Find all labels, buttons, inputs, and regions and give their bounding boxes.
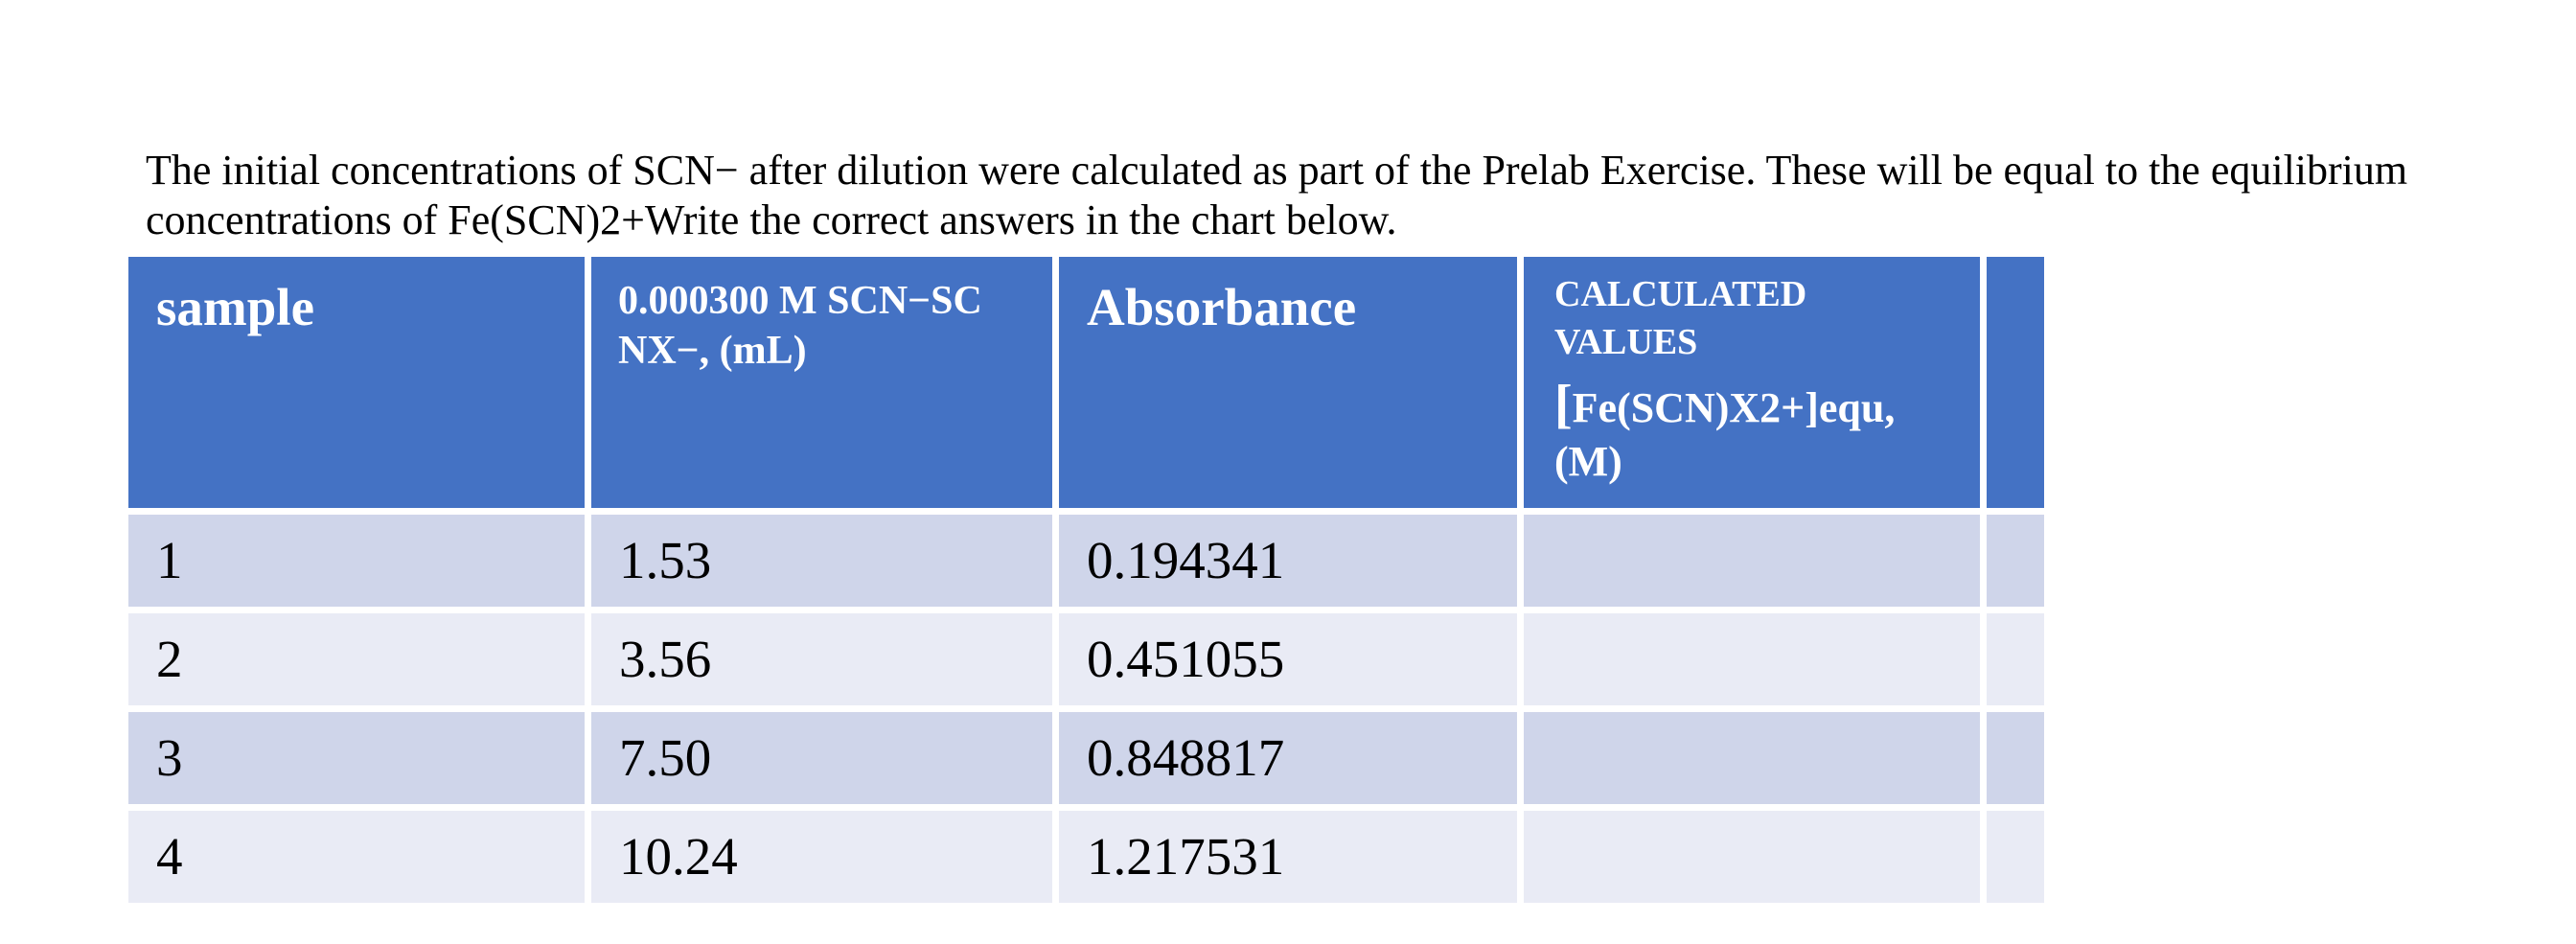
- cell-sample: 2: [128, 613, 585, 705]
- cell-extra: [1987, 613, 2044, 705]
- instructions-line-2: concentrations of Fe(SCN)2+Write the cor…: [146, 196, 1397, 243]
- table-row: 3 7.50 0.848817: [128, 712, 2044, 804]
- cell-sample: 1: [128, 515, 585, 607]
- cell-sample-text: 3: [156, 728, 183, 787]
- header-formula-text: Fe(SCN)X2+]equ,: [1572, 384, 1896, 431]
- header-calculated: CALCULATED VALUES [Fe(SCN)X2+]equ, (M): [1524, 257, 1980, 508]
- cell-extra: [1987, 811, 2044, 903]
- header-calculated-formula: [Fe(SCN)X2+]equ, (M): [1524, 366, 1980, 489]
- header-absorbance-label: Absorbance: [1087, 278, 1357, 336]
- instructions-line-1: The initial concentrations of SCN− after…: [146, 147, 2408, 194]
- header-volume-line-1: 0.000300 M SCN−SC: [618, 279, 982, 323]
- cell-volume-text: 1.53: [619, 531, 712, 589]
- cell-sample-text: 1: [156, 531, 183, 589]
- cell-volume: 3.56: [591, 613, 1052, 705]
- header-volume-label: 0.000300 M SCN−SC NX−, (mL): [591, 257, 1052, 376]
- cell-calculated[interactable]: [1524, 811, 1980, 903]
- cell-absorbance-text: 0.194341: [1087, 531, 1285, 589]
- cell-absorbance-text: 1.217531: [1087, 827, 1285, 886]
- table-row: 2 3.56 0.451055: [128, 613, 2044, 705]
- cell-absorbance: 0.194341: [1059, 515, 1517, 607]
- header-formula-bracket: [: [1554, 375, 1573, 434]
- header-volume-line-2: NX−, (mL): [618, 329, 807, 373]
- cell-calculated[interactable]: [1524, 515, 1980, 607]
- header-calculated-label: CALCULATED VALUES: [1524, 257, 1980, 366]
- cell-volume-text: 7.50: [619, 728, 712, 787]
- cell-calculated[interactable]: [1524, 613, 1980, 705]
- header-formula-unit: (M): [1554, 438, 1622, 485]
- table-header: sample 0.000300 M SCN−SC NX−, (mL) Absor…: [128, 257, 2044, 508]
- cell-sample-text: 4: [156, 827, 183, 886]
- cell-absorbance: 1.217531: [1059, 811, 1517, 903]
- cell-extra: [1987, 712, 2044, 804]
- cell-sample-text: 2: [156, 630, 183, 688]
- cell-absorbance: 0.451055: [1059, 613, 1517, 705]
- data-table: sample 0.000300 M SCN−SC NX−, (mL) Absor…: [122, 250, 2051, 909]
- header-row: sample 0.000300 M SCN−SC NX−, (mL) Absor…: [128, 257, 2044, 508]
- header-calculated-line-2: VALUES: [1554, 322, 1698, 362]
- header-volume: 0.000300 M SCN−SC NX−, (mL): [591, 257, 1052, 508]
- header-extra: [1987, 257, 2044, 508]
- cell-volume-text: 3.56: [619, 630, 712, 688]
- header-absorbance: Absorbance: [1059, 257, 1517, 508]
- cell-volume-text: 10.24: [619, 827, 738, 886]
- cell-absorbance-text: 0.848817: [1087, 728, 1285, 787]
- cell-calculated[interactable]: [1524, 712, 1980, 804]
- header-sample: sample: [128, 257, 585, 508]
- cell-volume: 10.24: [591, 811, 1052, 903]
- cell-sample: 4: [128, 811, 585, 903]
- cell-volume: 7.50: [591, 712, 1052, 804]
- table-row: 1 1.53 0.194341: [128, 515, 2044, 607]
- cell-sample: 3: [128, 712, 585, 804]
- header-calculated-line-1: CALCULATED: [1554, 274, 1807, 314]
- table-body: 1 1.53 0.194341 2 3.56 0.451055 3 7.50 0…: [128, 515, 2044, 903]
- cell-volume: 1.53: [591, 515, 1052, 607]
- cell-extra: [1987, 515, 2044, 607]
- instructions-text: The initial concentrations of SCN− after…: [146, 146, 2570, 245]
- cell-absorbance: 0.848817: [1059, 712, 1517, 804]
- cell-absorbance-text: 0.451055: [1087, 630, 1285, 688]
- header-sample-label: sample: [156, 278, 314, 336]
- table-row: 4 10.24 1.217531: [128, 811, 2044, 903]
